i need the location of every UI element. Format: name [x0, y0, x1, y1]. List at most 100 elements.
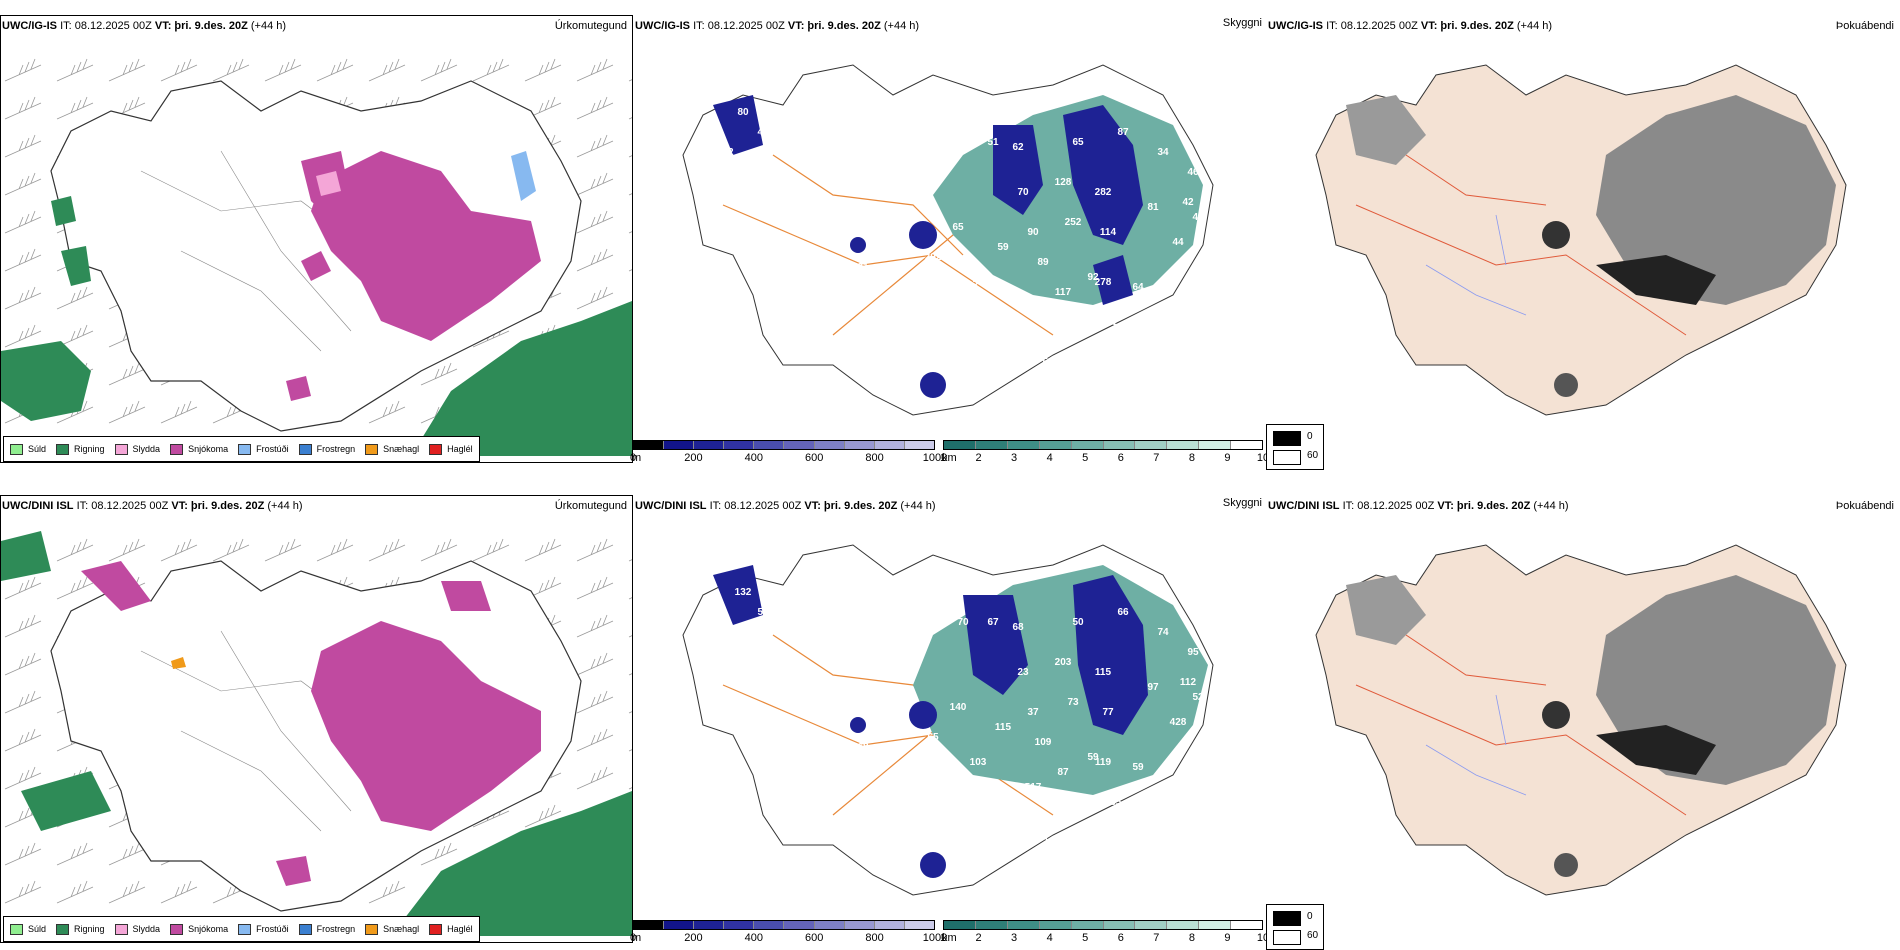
elevation-label: 87 [1117, 127, 1129, 138]
panel-header: UWC/IG-IS IT: 08.12.2025 00Z VT: þri. 9.… [635, 20, 920, 32]
legend-label: Snæhagl [383, 924, 420, 934]
panel-title: Skyggni [1222, 497, 1262, 509]
legend-item: Slydda [114, 443, 161, 455]
fog-legend-black: 0 [1307, 911, 1313, 922]
panel-title: Úrkomutegund [554, 20, 627, 32]
legend-label: Frostúði [256, 924, 289, 934]
colorbar-tick: 9 [1224, 452, 1231, 464]
elevation-label: 59 [1132, 762, 1144, 773]
height-colorbar: 0 200 400 600 800 1000 m [629, 920, 947, 946]
colorbar-segment [724, 921, 755, 929]
legend-item: Súld [10, 443, 46, 455]
elevation-label: 117 [1055, 287, 1072, 298]
elevation-label: 115 [995, 722, 1012, 733]
elevation-label: 58 [972, 277, 984, 288]
fog-northwest [1346, 95, 1426, 165]
precip-type-legend: Súld Rigning Slydda Snjókoma Frostúði Frostre… [3, 916, 480, 942]
panel-title: Úrkomutegund [554, 500, 627, 512]
glacier-south [1093, 255, 1133, 305]
visibility-unit: km [942, 452, 957, 464]
fog-indicator-panel: UWC/DINI ISL IT: 08.12.2025 00Z VT: þri.… [1266, 480, 1900, 950]
colorbar-segment [1039, 441, 1072, 449]
precip-type-panel: Súld Rigning Slydda Snjókoma Frostúði Frostre… [0, 0, 633, 470]
colorbar-tick: 800 [865, 452, 884, 464]
fog-map-svg [1315, 64, 1847, 416]
legend-swatch [238, 923, 252, 935]
colorbar-segment [1071, 921, 1104, 929]
legend-label: Snjókoma [188, 924, 229, 934]
elevation-label: 95 [1187, 647, 1199, 658]
colorbar-tick: 1 [939, 452, 947, 464]
elevation-label: 70 [1017, 187, 1029, 198]
legend-swatch [170, 923, 184, 935]
elevation-label: 116 [745, 87, 762, 98]
elevation-label: 165 [1105, 797, 1122, 808]
legend-swatch [114, 923, 128, 935]
elevation-label: 42 [1182, 197, 1194, 208]
colorbar-segment [1007, 921, 1040, 929]
colorbar-tick: 8 [1188, 452, 1195, 464]
mixed-area-south [286, 376, 311, 401]
roads [1355, 634, 1687, 816]
colorbar-segment [944, 441, 976, 449]
elevation-label: 50 [1072, 617, 1084, 628]
colorbar-segment [634, 921, 665, 929]
elevation-label: 52 [1192, 692, 1204, 703]
legend-label: Rigning [74, 444, 105, 454]
colorbar-tick: 0 [629, 932, 637, 944]
elevation-labels: 132 58 82 125 105 70 67 68 50 66 74 95 23 203 115 97 112… [722, 567, 1204, 888]
precip-type-map: Súld Rigning Slydda Snjókoma Frostúði Frostre… [0, 495, 633, 943]
panel-title: Skyggni [1222, 17, 1262, 29]
ice-pellets [171, 657, 186, 669]
colorbar-segment [874, 921, 905, 929]
fog-legend-black: 0 [1307, 431, 1313, 442]
snow-area-small [301, 251, 331, 281]
fog-legend-white: 60 [1307, 450, 1319, 461]
high-terrain-mid [963, 595, 1028, 695]
rain-area-nw [1, 531, 51, 581]
visibility-unit: km [942, 932, 957, 944]
colorbar-segment [1103, 921, 1136, 929]
colorbar-tick: 200 [684, 932, 703, 944]
elevation-label: 34 [1157, 147, 1169, 158]
fog-map-svg [1315, 544, 1847, 896]
elevation-label: 37 [1027, 707, 1039, 718]
colorbar-segment [694, 921, 725, 929]
visibility-panel: 80 42 92 72 135 60 51 62 65 87 34 46 70 128 282 81 42 46 9… [630, 0, 1269, 470]
visibility-colorbar: 1 2 3 4 5 6 7 8 9 10 km [940, 920, 1269, 946]
legend-item: Frostregn [298, 923, 355, 935]
visibility-map-svg: 132 58 82 125 105 70 67 68 50 66 74 95 23 203 115 97 112… [682, 544, 1214, 896]
elevation-label: 278 [1095, 277, 1112, 288]
glacier-lang [850, 237, 866, 253]
roads [1355, 154, 1687, 336]
colorbar-tick: 3 [1011, 932, 1018, 944]
colorbar-segment [784, 441, 815, 449]
mixed-area-south [276, 856, 311, 886]
fog-legend: 0 60 [1266, 424, 1324, 470]
elevation-label: 103 [970, 757, 987, 768]
elevation-label: 135 [1040, 87, 1057, 98]
elevation-label: 68 [1012, 622, 1024, 633]
elevation-label: 82 [722, 627, 734, 638]
high-terrain-east [1063, 105, 1143, 245]
elevation-label: 80 [737, 107, 749, 118]
legend-label: Súld [28, 924, 47, 934]
colorbar-tick: 400 [744, 932, 763, 944]
glacier-lang [850, 717, 866, 733]
elevation-label: 66 [1117, 607, 1129, 618]
fog-dark-east [1596, 95, 1836, 305]
colorbar-segment [1135, 441, 1168, 449]
elevation-label: 31 [1042, 837, 1054, 848]
legend-swatch [56, 923, 70, 935]
colorbar-segment [844, 921, 875, 929]
colorbar-tick: 4 [1046, 452, 1053, 464]
legend-item: Súld [10, 923, 47, 935]
legend-item: Snæhagl [365, 923, 420, 935]
colorbar-segment [944, 921, 976, 929]
elevation-label: 97 [927, 877, 939, 888]
glacier-myrdals [920, 852, 946, 878]
elevation-label: 109 [1035, 737, 1052, 748]
elevation-label: 52 [1042, 357, 1054, 368]
legend-label: Slydda [132, 444, 161, 454]
elevation-label: 35 [927, 397, 939, 408]
